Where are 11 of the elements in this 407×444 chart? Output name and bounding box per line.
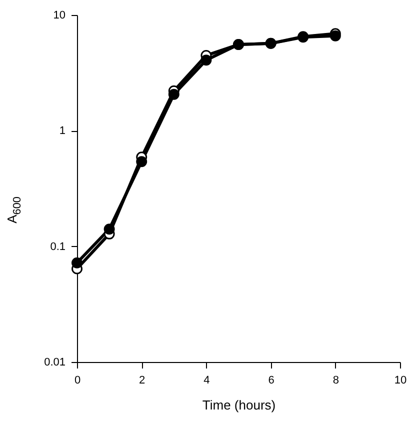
y-tick-label: 1 [59, 125, 66, 138]
x-tick-label: 4 [204, 374, 210, 386]
x-tick-label: 0 [74, 374, 81, 386]
y-tick-label: 10 [53, 10, 66, 22]
y-tick-label: 0.1 [50, 240, 66, 253]
x-tick-label: 10 [394, 374, 407, 386]
x-tick-label: 2 [139, 374, 146, 386]
x-tick-label: 8 [332, 374, 339, 386]
x-axis-title: Time (hours) [202, 398, 276, 412]
y-tick-label: 0.01 [44, 356, 66, 368]
x-tick-label: 6 [268, 374, 274, 386]
